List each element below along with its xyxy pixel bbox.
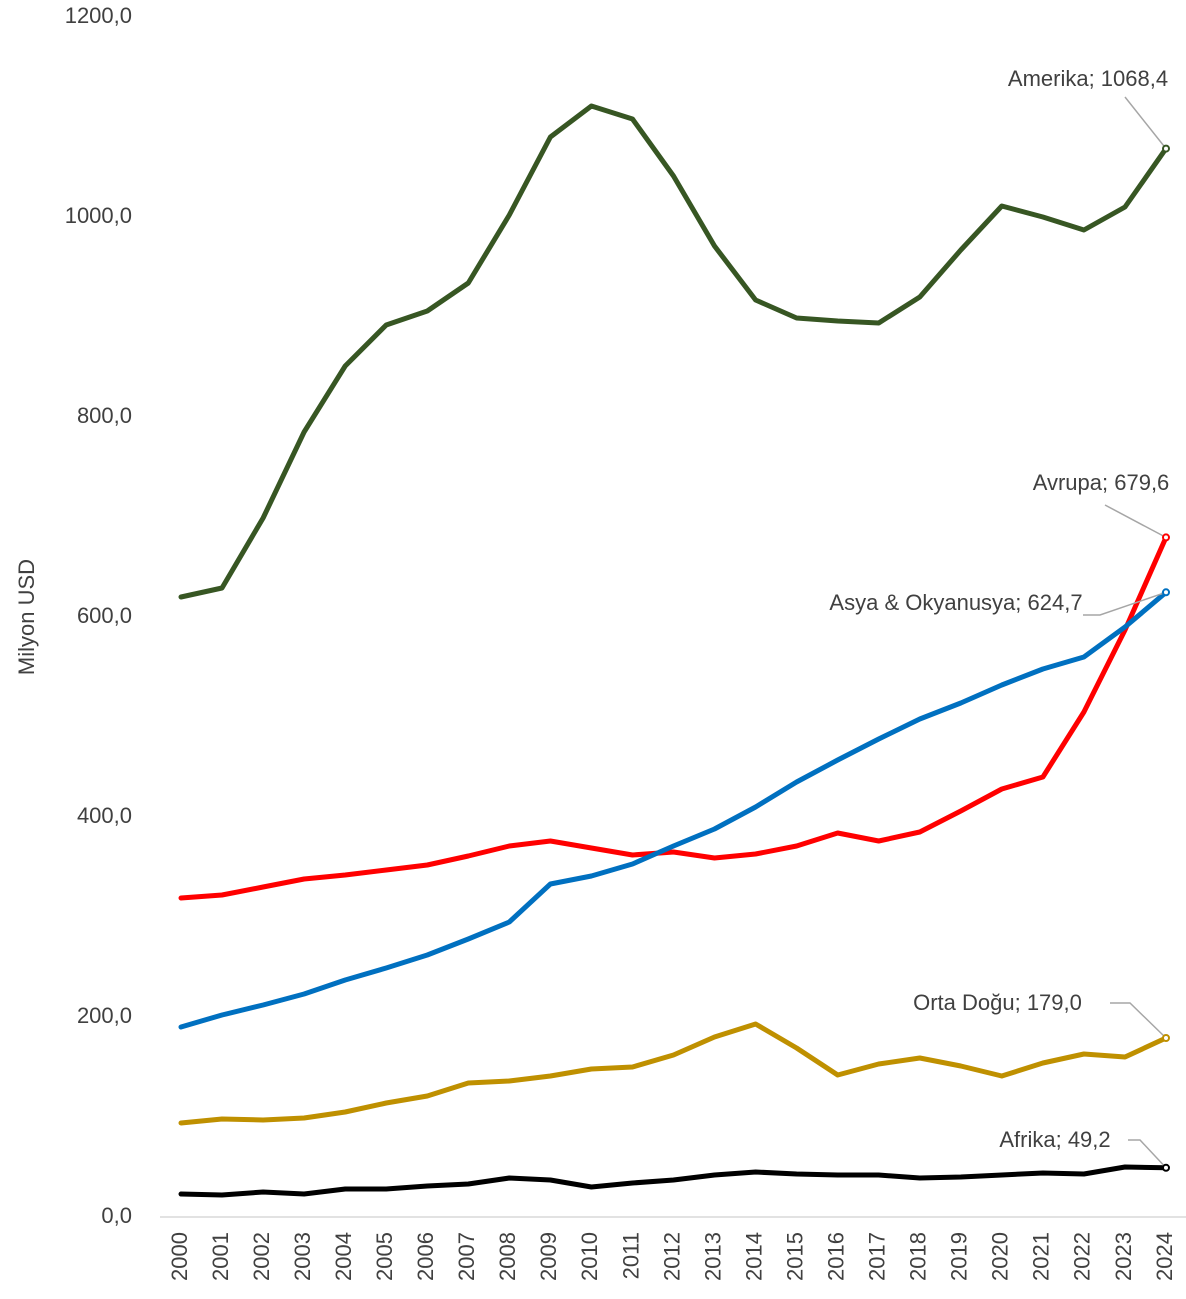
leader-line — [1128, 1139, 1167, 1169]
series-line — [178, 103, 1169, 600]
data-label: Amerika; 1068,4 — [1007, 66, 1169, 91]
leader-line — [1110, 1002, 1167, 1039]
end-marker — [1162, 1034, 1170, 1042]
x-tick-label: 2014 — [741, 1232, 766, 1281]
x-tick-label: 2017 — [865, 1232, 890, 1281]
end-marker — [1162, 533, 1170, 542]
end-marker — [1162, 588, 1170, 597]
y-tick-label: 1000,0 — [65, 203, 132, 228]
x-tick-label: 2000 — [167, 1232, 192, 1281]
x-tick-label: 2018 — [906, 1232, 931, 1281]
y-axis-label: Milyon USD — [14, 559, 39, 675]
end-marker — [1162, 1163, 1170, 1172]
x-tick-label: 2009 — [536, 1232, 561, 1281]
x-tick-label: 2001 — [208, 1232, 233, 1281]
y-tick-label: 1200,0 — [65, 3, 132, 28]
leader-line — [1104, 504, 1167, 539]
data-label: Avrupa; 679,6 — [1032, 470, 1170, 495]
series-line — [178, 1021, 1169, 1126]
x-tick-label: 2015 — [782, 1232, 807, 1281]
x-tick-label: 2019 — [947, 1232, 972, 1281]
y-tick-label: 800,0 — [77, 403, 132, 428]
x-tick-label: 2008 — [495, 1232, 520, 1281]
end-marker — [1162, 144, 1170, 153]
x-tick-label: 2020 — [988, 1232, 1013, 1281]
x-tick-label: 2007 — [454, 1232, 479, 1281]
x-tick-label: 2023 — [1111, 1232, 1136, 1281]
y-tick-label: 400,0 — [77, 803, 132, 828]
leader-line — [1083, 591, 1167, 616]
x-tick-label: 2022 — [1070, 1232, 1095, 1281]
data-label: Afrika; 49,2 — [999, 1127, 1111, 1152]
x-tick-label: 2002 — [249, 1232, 274, 1281]
x-tick-label: 2011 — [618, 1232, 643, 1279]
x-tick-label: 2006 — [413, 1232, 438, 1281]
y-tick-label: 600,0 — [77, 603, 132, 628]
series-line — [178, 589, 1169, 1030]
y-tick-label: 200,0 — [77, 1003, 132, 1028]
series-line — [178, 1164, 1169, 1198]
x-tick-label: 2013 — [700, 1232, 725, 1281]
data-label: Asya & Okyanusya; 624,7 — [829, 590, 1083, 615]
y-tick-label: 0,0 — [101, 1203, 132, 1228]
x-tick-label: 2003 — [290, 1232, 315, 1281]
data-label: Orta Doğu; 179,0 — [913, 990, 1082, 1015]
x-tick-label: 2012 — [659, 1232, 684, 1281]
x-tick-label: 2024 — [1152, 1232, 1177, 1281]
x-tick-label: 2021 — [1029, 1232, 1054, 1281]
x-tick-label: 2010 — [577, 1232, 602, 1281]
x-tick-label: 2016 — [823, 1232, 848, 1281]
leader-line — [1124, 96, 1167, 150]
x-tick-label: 2004 — [331, 1232, 356, 1281]
x-tick-label: 2005 — [372, 1232, 397, 1281]
series-line — [178, 534, 1169, 901]
